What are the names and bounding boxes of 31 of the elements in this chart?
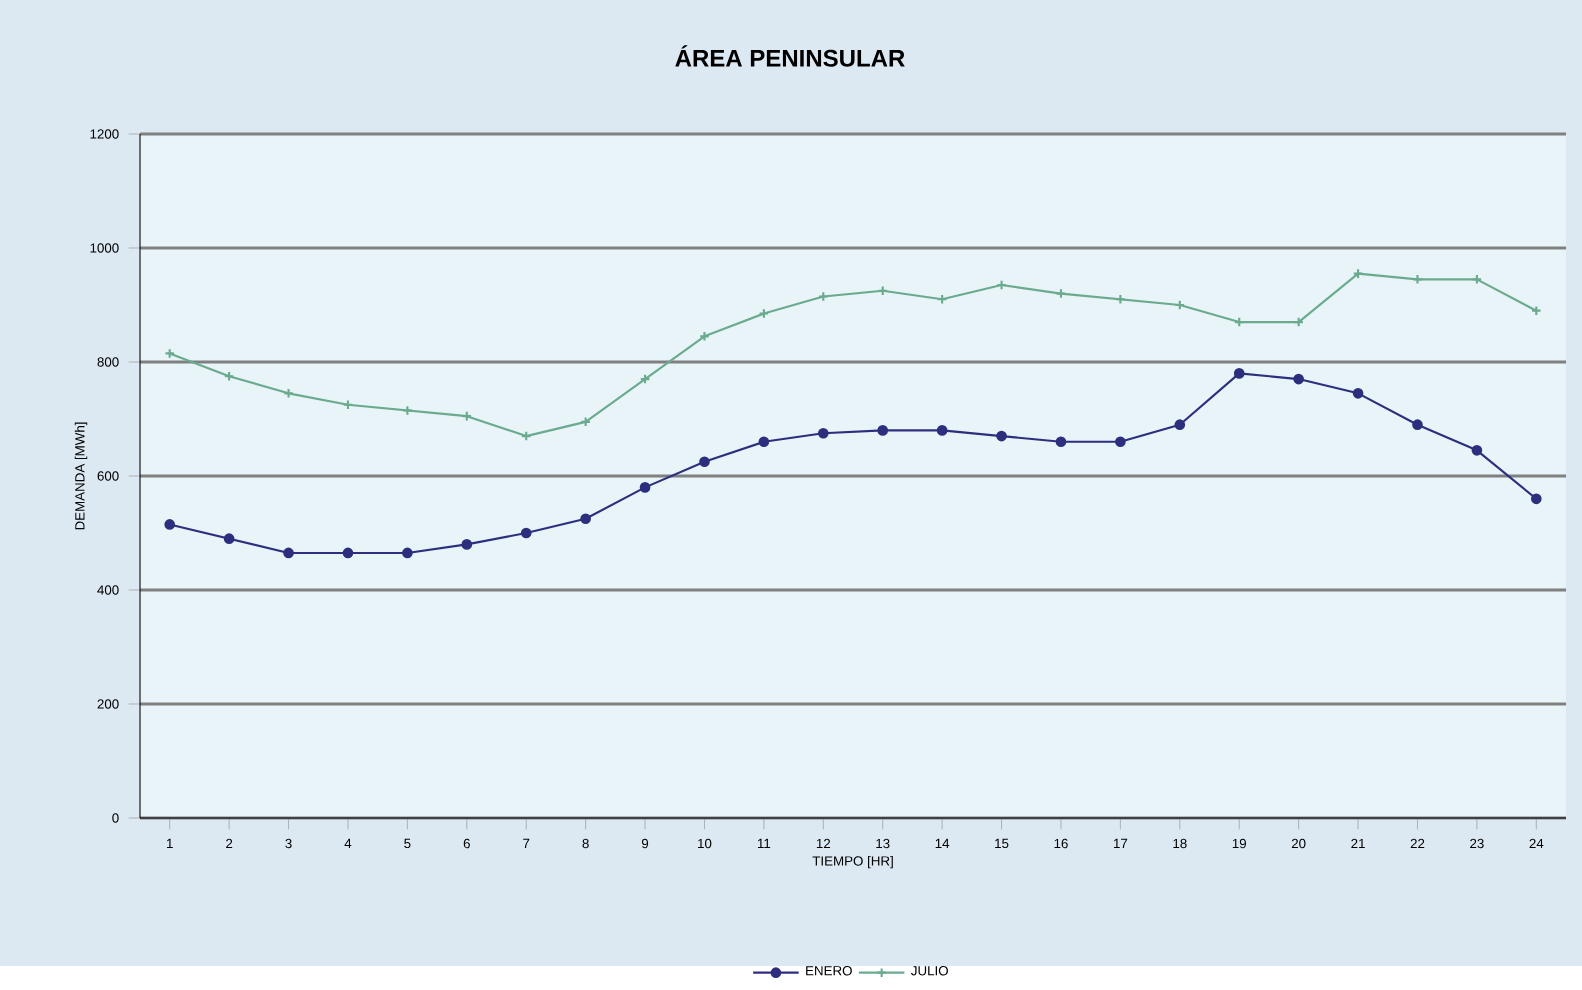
point — [580, 513, 591, 525]
point — [1352, 388, 1364, 399]
point — [817, 427, 829, 439]
point — [1233, 368, 1245, 379]
point — [996, 430, 1007, 442]
point — [1174, 419, 1186, 431]
point — [520, 527, 532, 539]
point — [1293, 373, 1304, 385]
point — [1055, 436, 1067, 448]
point — [639, 482, 651, 493]
point — [223, 533, 235, 545]
point — [402, 405, 413, 416]
point — [699, 331, 710, 342]
point — [1471, 445, 1483, 456]
point — [758, 308, 770, 319]
point — [164, 519, 176, 530]
point — [1115, 436, 1126, 448]
point — [342, 547, 354, 559]
point — [996, 279, 1007, 291]
point — [283, 388, 294, 399]
point — [1412, 419, 1423, 431]
point — [461, 539, 473, 550]
point — [699, 456, 710, 468]
chart-title: ÁREA PENINSULAR — [675, 45, 905, 67]
point — [402, 547, 413, 559]
point — [877, 425, 889, 436]
point — [758, 436, 770, 448]
point — [936, 425, 948, 436]
point — [1530, 493, 1542, 505]
point — [1412, 274, 1423, 285]
point — [283, 547, 294, 559]
